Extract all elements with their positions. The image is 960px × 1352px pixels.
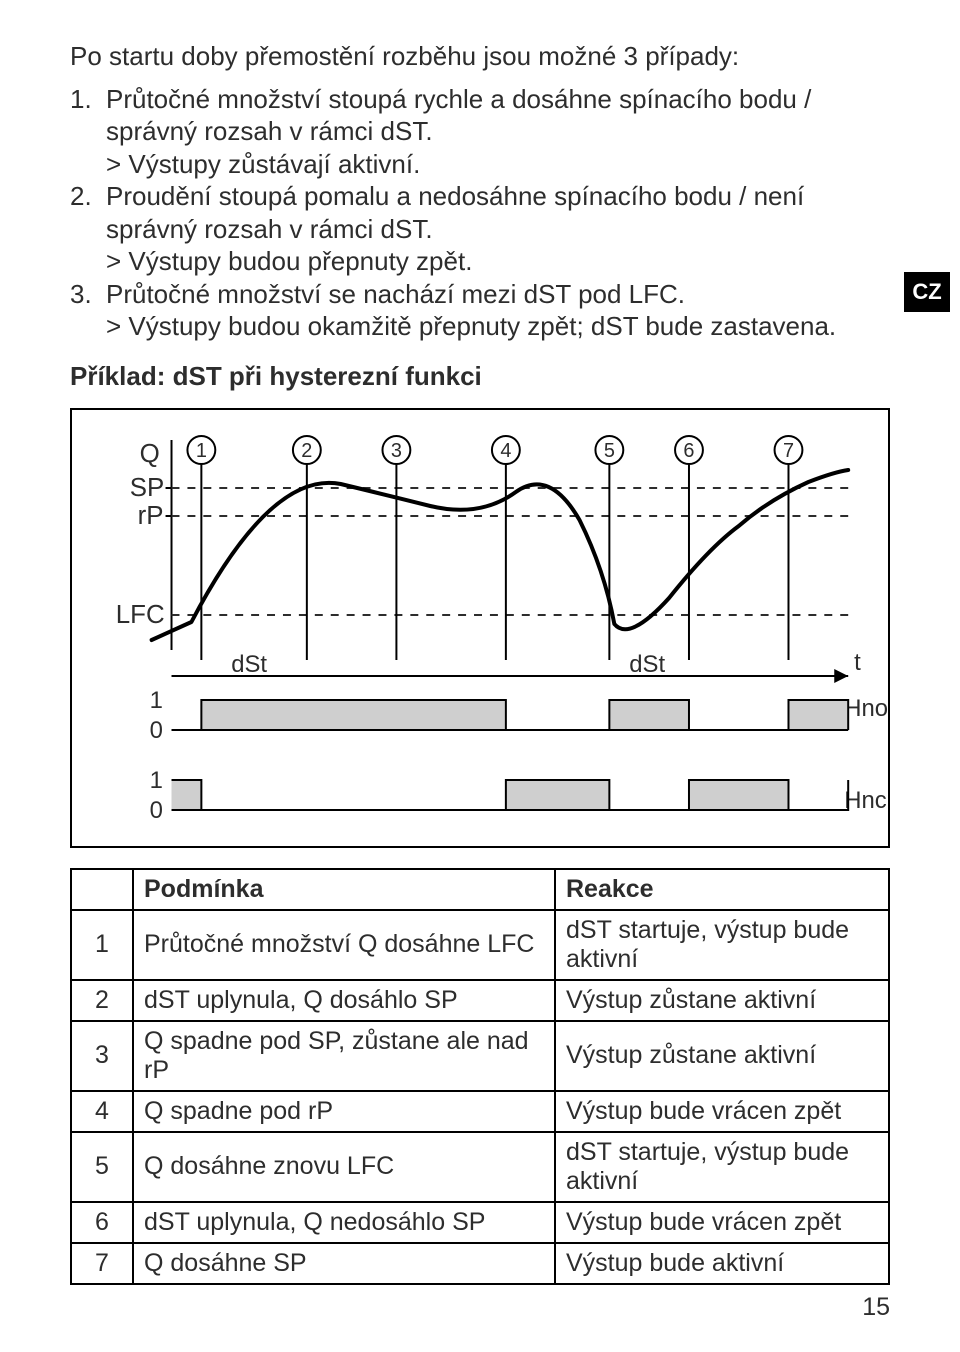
svg-text:5: 5 xyxy=(604,439,615,461)
svg-text:1: 1 xyxy=(150,766,163,793)
table-header-row: Podmínka Reakce xyxy=(71,869,889,910)
item-line: > Výstupy budou okamžitě přepnuty zpět; … xyxy=(106,310,890,343)
item-line: Průtočné množství se nachází mezi dST po… xyxy=(106,278,890,311)
item-line: > Výstupy zůstávají aktivní. xyxy=(106,148,890,181)
row-condition: Q spadne pod SP, zůstane ale nad rP xyxy=(133,1021,555,1091)
row-number: 4 xyxy=(71,1091,133,1132)
item-number: 1. xyxy=(70,83,106,116)
row-number: 5 xyxy=(71,1132,133,1202)
svg-text:Hno: Hno xyxy=(844,694,888,721)
header-blank xyxy=(71,869,133,910)
svg-text:Q: Q xyxy=(140,439,160,467)
svg-text:6: 6 xyxy=(683,439,694,461)
list-item: 2. Proudění stoupá pomalu a nedosáhne sp… xyxy=(70,180,890,278)
table-row: 6dST uplynula, Q nedosáhlo SPVýstup bude… xyxy=(71,1202,889,1243)
hysteresis-diagram: Q SPrP LFC 1 2 3 4 5 6 7 t dSt dSt 1 0 Hno 1 0 Hnc xyxy=(70,408,890,848)
svg-text:t: t xyxy=(854,648,861,675)
table-row: 2dST uplynula, Q dosáhlo SPVýstup zůstan… xyxy=(71,980,889,1021)
row-reaction: dST startuje, výstup bude aktivní xyxy=(555,910,889,980)
svg-text:0: 0 xyxy=(150,716,163,743)
row-reaction: Výstup bude vrácen zpět xyxy=(555,1202,889,1243)
row-reaction: Výstup zůstane aktivní xyxy=(555,980,889,1021)
table-row: 3Q spadne pod SP, zůstane ale nad rPVýst… xyxy=(71,1021,889,1091)
item-number: 2. xyxy=(70,180,106,213)
row-reaction: Výstup bude vrácen zpět xyxy=(555,1091,889,1132)
svg-text:1: 1 xyxy=(150,686,163,713)
intro-text: Po startu doby přemostění rozběhu jsou m… xyxy=(70,40,890,73)
header-condition: Podmínka xyxy=(133,869,555,910)
row-condition: Q spadne pod rP xyxy=(133,1091,555,1132)
item-number: 3. xyxy=(70,278,106,311)
svg-text:Hnc: Hnc xyxy=(844,786,886,813)
svg-text:0: 0 xyxy=(150,796,163,823)
item-line: Průtočné množství stoupá rychle a dosáhn… xyxy=(106,83,890,148)
cases-list: 1. Průtočné množství stoupá rychle a dos… xyxy=(70,83,890,343)
row-condition: Průtočné množství Q dosáhne LFC xyxy=(133,910,555,980)
item-line: > Výstupy budou přepnuty zpět. xyxy=(106,245,890,278)
svg-text:1: 1 xyxy=(196,439,207,461)
row-number: 3 xyxy=(71,1021,133,1091)
svg-text:rP: rP xyxy=(138,501,164,529)
row-reaction: Výstup zůstane aktivní xyxy=(555,1021,889,1091)
svg-text:7: 7 xyxy=(783,439,794,461)
table-row: 4Q spadne pod rPVýstup bude vrácen zpět xyxy=(71,1091,889,1132)
list-item: 1. Průtočné množství stoupá rychle a dos… xyxy=(70,83,890,181)
svg-text:LFC: LFC xyxy=(116,600,165,628)
page-number: 15 xyxy=(862,1293,890,1322)
row-condition: dST uplynula, Q nedosáhlo SP xyxy=(133,1202,555,1243)
svg-text:SP: SP xyxy=(130,473,165,501)
table-row: 5Q dosáhne znovu LFCdST startuje, výstup… xyxy=(71,1132,889,1202)
header-reaction: Reakce xyxy=(555,869,889,910)
svg-text:2: 2 xyxy=(301,439,312,461)
row-number: 1 xyxy=(71,910,133,980)
row-condition: Q dosáhne SP xyxy=(133,1243,555,1284)
table-row: 7Q dosáhne SPVýstup bude aktivní xyxy=(71,1243,889,1284)
list-item: 3. Průtočné množství se nachází mezi dST… xyxy=(70,278,890,343)
svg-text:dSt: dSt xyxy=(231,650,267,677)
row-reaction: dST startuje, výstup bude aktivní xyxy=(555,1132,889,1202)
svg-text:4: 4 xyxy=(500,439,511,461)
row-number: 2 xyxy=(71,980,133,1021)
row-number: 6 xyxy=(71,1202,133,1243)
svg-text:3: 3 xyxy=(391,439,402,461)
row-condition: Q dosáhne znovu LFC xyxy=(133,1132,555,1202)
row-condition: dST uplynula, Q dosáhlo SP xyxy=(133,980,555,1021)
row-number: 7 xyxy=(71,1243,133,1284)
condition-reaction-table: Podmínka Reakce 1Průtočné množství Q dos… xyxy=(70,868,890,1285)
table-row: 1Průtočné množství Q dosáhne LFCdST star… xyxy=(71,910,889,980)
language-badge: CZ xyxy=(904,272,950,312)
item-line: Proudění stoupá pomalu a nedosáhne spína… xyxy=(106,180,890,245)
svg-text:dSt: dSt xyxy=(629,650,665,677)
row-reaction: Výstup bude aktivní xyxy=(555,1243,889,1284)
example-heading: Příklad: dST při hysterezní funkci xyxy=(70,361,890,392)
